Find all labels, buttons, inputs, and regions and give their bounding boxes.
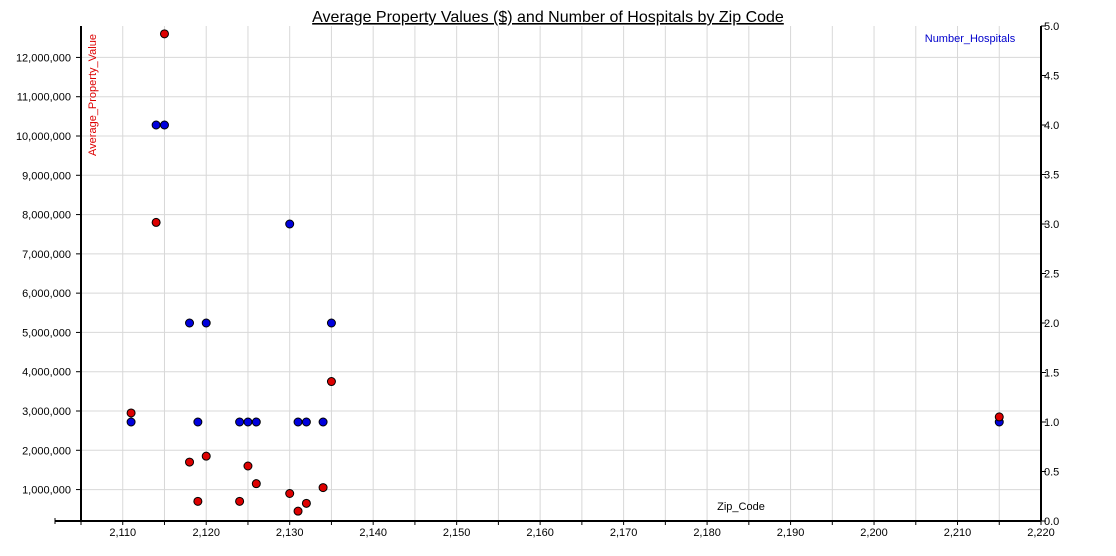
property-value-point[interactable] — [193, 496, 203, 506]
right-tick-label: 1.0 — [1044, 417, 1059, 429]
property-value-point[interactable] — [326, 377, 336, 387]
left-tick-label: 5,000,000 — [22, 327, 71, 339]
hospital-count-point[interactable] — [326, 318, 336, 328]
left-axis-label: Average_Property_Value — [87, 34, 99, 156]
hospital-count-point[interactable] — [151, 120, 161, 130]
right-tick-label: 4.0 — [1044, 120, 1059, 132]
right-tick-label: 4.5 — [1044, 71, 1059, 83]
x-tick-label: 2,220 — [1027, 527, 1055, 539]
property-value-point[interactable] — [159, 29, 169, 39]
left-tick-label: 7,000,000 — [22, 249, 71, 261]
hospital-count-point[interactable] — [318, 417, 328, 427]
left-tick-label: 9,000,000 — [22, 170, 71, 182]
left-tick-label: 1,000,000 — [22, 485, 71, 497]
right-tick-label: 3.5 — [1044, 170, 1059, 182]
x-tick-label: 2,120 — [192, 527, 220, 539]
property-value-point[interactable] — [201, 451, 211, 461]
right-tick-label: 0.0 — [1044, 516, 1059, 528]
left-tick-label: 2,000,000 — [22, 445, 71, 457]
hospital-count-point[interactable] — [251, 417, 261, 427]
hospital-count-point[interactable] — [301, 417, 311, 427]
x-tick-label: 2,160 — [526, 527, 554, 539]
right-tick-label: 2.0 — [1044, 318, 1059, 330]
chart-title: Average Property Values ($) and Number o… — [312, 9, 784, 26]
left-tick-label: 6,000,000 — [22, 288, 71, 300]
right-tick-label: 3.0 — [1044, 219, 1059, 231]
hospital-count-point[interactable] — [159, 120, 169, 130]
property-value-point[interactable] — [251, 479, 261, 489]
x-tick-label: 2,130 — [276, 527, 304, 539]
x-tick-label: 2,190 — [777, 527, 805, 539]
right-tick-label: 2.5 — [1044, 269, 1059, 281]
property-value-point[interactable] — [994, 412, 1004, 422]
x-tick-label: 2,180 — [693, 527, 721, 539]
points-layer — [126, 29, 1004, 516]
property-value-point[interactable] — [151, 217, 161, 227]
property-value-point[interactable] — [301, 498, 311, 508]
grid-layer — [81, 26, 1042, 521]
right-tick-label: 1.5 — [1044, 368, 1059, 380]
x-tick-label: 2,150 — [443, 527, 471, 539]
hospital-count-point[interactable] — [285, 219, 295, 229]
right-axis-label: Number_Hospitals — [925, 33, 1016, 45]
property-value-point[interactable] — [285, 489, 295, 498]
left-tick-label: 4,000,000 — [22, 367, 71, 379]
x-tick-label: 2,140 — [359, 527, 387, 539]
hospital-count-point[interactable] — [243, 417, 253, 427]
right-tick-label: 0.5 — [1044, 467, 1059, 479]
hospital-count-point[interactable] — [126, 417, 136, 427]
property-value-point[interactable] — [293, 506, 303, 516]
property-value-point[interactable] — [318, 483, 328, 493]
hospital-count-point[interactable] — [235, 417, 245, 427]
right-tick-label: 5.0 — [1044, 21, 1059, 33]
left-tick-label: 3,000,000 — [22, 406, 71, 418]
x-tick-label: 2,200 — [860, 527, 888, 539]
left-tick-label: 11,000,000 — [17, 92, 71, 104]
left-tick-label: 10,000,000 — [16, 131, 71, 143]
x-tick-label: 2,170 — [610, 527, 638, 539]
x-tick-label: 2,110 — [109, 527, 136, 539]
left-tick-label: 12,000,000 — [16, 52, 71, 64]
x-axis-label: Zip_Code — [717, 501, 765, 513]
hospital-count-point[interactable] — [185, 318, 195, 328]
hospital-count-point[interactable] — [193, 417, 203, 427]
left-tick-label: 8,000,000 — [22, 210, 71, 222]
property-value-point[interactable] — [235, 496, 245, 506]
axis-layer: 2,110 2,120 2,130 2,140 2,150 2,160 2,170 2,180… — [16, 21, 1059, 539]
property-value-point[interactable] — [185, 457, 195, 467]
property-value-point[interactable] — [243, 461, 253, 471]
hospital-count-point[interactable] — [293, 417, 303, 427]
property-value-point[interactable] — [126, 408, 136, 418]
hospital-count-point[interactable] — [201, 318, 211, 328]
x-tick-label: 2,210 — [944, 527, 972, 539]
